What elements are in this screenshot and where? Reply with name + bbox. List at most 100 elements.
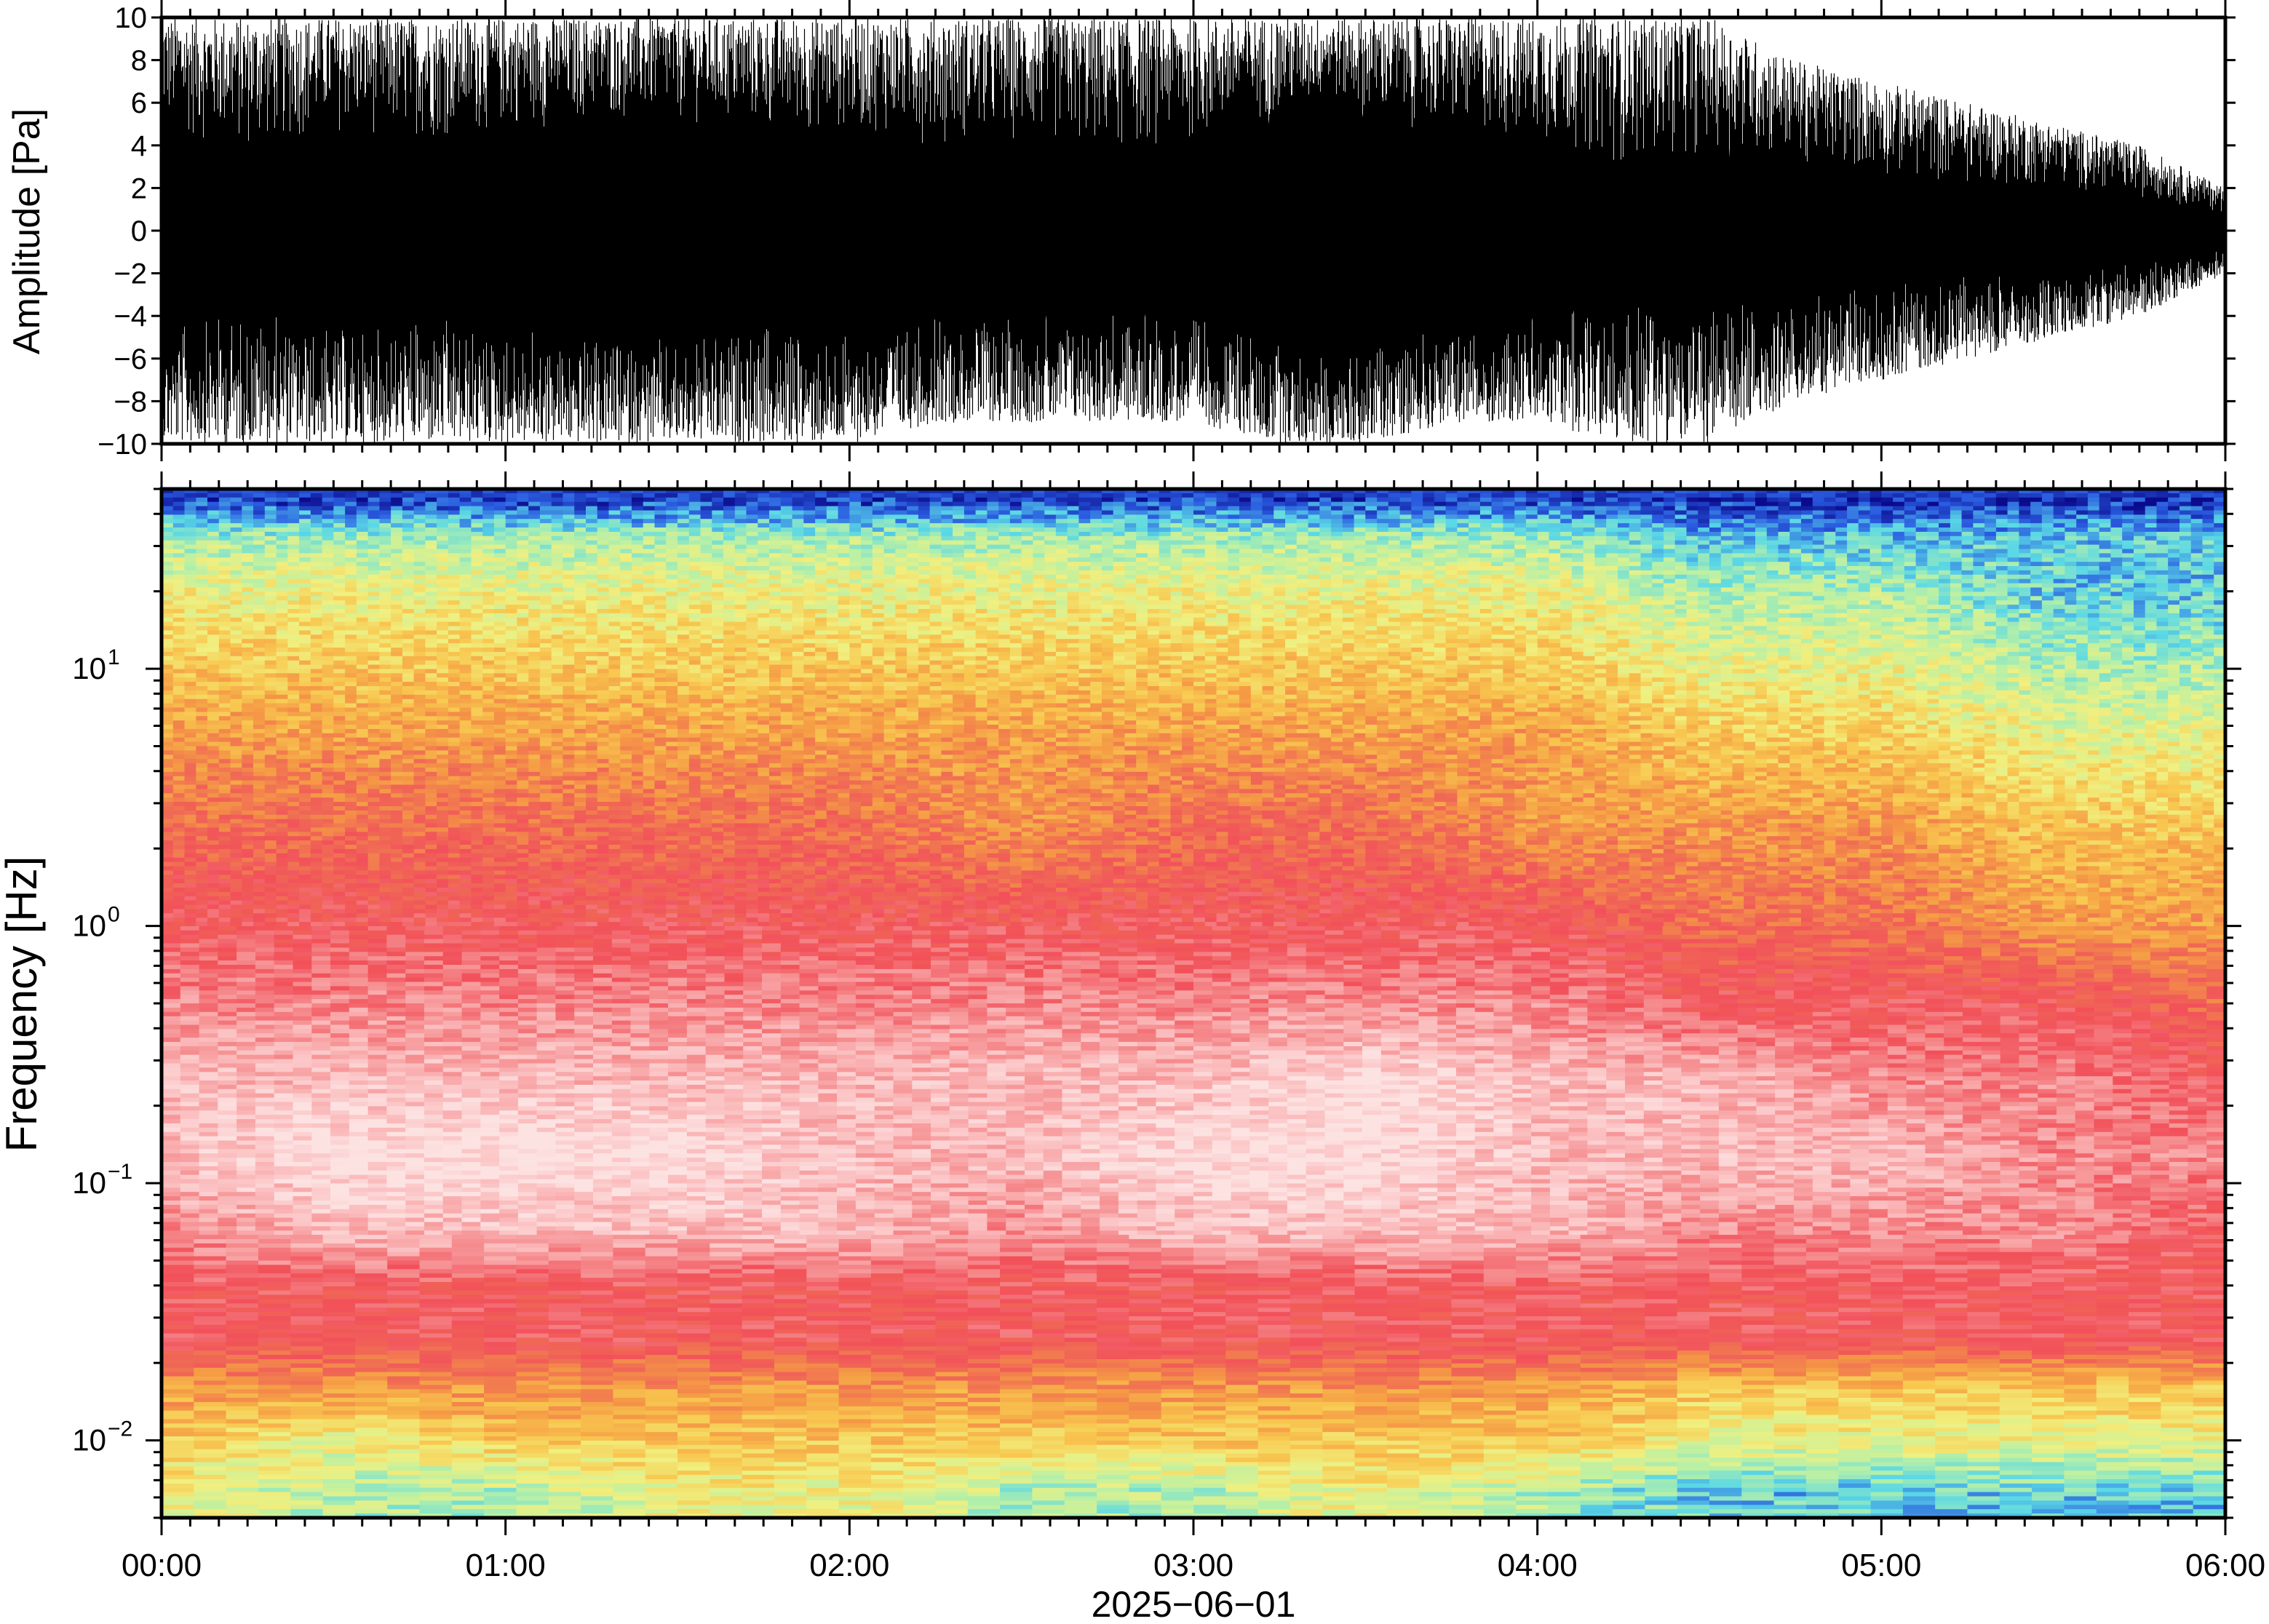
spectrogram-cell (723, 506, 736, 512)
spectrogram-cell (1755, 489, 1768, 494)
spectrogram-cell (1571, 531, 1584, 537)
spectrogram-cell (1984, 523, 1997, 528)
spectrogram-cell (987, 497, 999, 503)
spectrogram-cell (379, 553, 392, 558)
spectrogram-cell (1847, 574, 1859, 580)
spectrogram-cell (1331, 566, 1343, 571)
spectrogram-cell (1090, 557, 1102, 562)
spectrogram-cell (2110, 553, 2123, 558)
spectrogram-cell (493, 510, 506, 515)
spectrogram-cell (861, 510, 873, 515)
spectrogram-cell (1377, 549, 1389, 554)
spectrogram-cell (597, 501, 610, 507)
spectrogram-cell (1904, 570, 1917, 576)
spectrogram-cell (1629, 519, 1642, 524)
spectrogram-cell (1789, 531, 1802, 537)
spectrogram-cell (1847, 570, 1859, 576)
spectrogram-cell (1113, 600, 1126, 605)
spectrogram-cell (654, 596, 667, 601)
spectrogram-cell (838, 514, 850, 520)
spectrogram-cell (253, 553, 266, 558)
spectrogram-cell (987, 536, 999, 541)
spectrogram-cell (1503, 528, 1515, 533)
spectrogram-cell (287, 489, 300, 494)
spectrogram-cell (1778, 549, 1790, 554)
spectrogram-cell (2110, 549, 2123, 554)
spectrogram-cell (1479, 497, 1493, 503)
spectrogram-cell (2202, 493, 2214, 498)
spectrogram-cell (162, 501, 174, 507)
spectrogram-cell (1445, 566, 1458, 571)
spectrogram-cell (1423, 536, 1435, 541)
spectrogram-cell (1995, 514, 2008, 520)
spectrogram-cell (196, 578, 208, 584)
spectrogram-cell (620, 506, 632, 512)
spectrogram-cell (1399, 557, 1412, 562)
spectrogram-cell (758, 536, 770, 541)
spectrogram-cell (1228, 510, 1240, 515)
spectrogram-cell (471, 587, 483, 592)
spectrogram-cell (1835, 540, 1848, 546)
spectrogram-cell (1055, 497, 1068, 503)
spectrogram-cell (688, 562, 702, 567)
spectrogram-cell (1744, 489, 1756, 494)
spectrogram-cell (1618, 562, 1630, 567)
spectrogram-cell (1423, 562, 1435, 567)
spectrogram-cell (953, 583, 965, 589)
spectrogram-cell (1055, 562, 1068, 567)
spectrogram-cell (391, 531, 403, 537)
spectrogram-cell (1503, 553, 1515, 558)
spectrogram-cell (2019, 566, 2031, 571)
spectrogram-cell (1124, 514, 1137, 520)
spectrogram-cell (1423, 557, 1435, 562)
spectrogram-cell (299, 583, 311, 589)
spectrogram-cell (1618, 489, 1630, 494)
spectrogram-cell (1457, 592, 1469, 597)
spectrogram-cell (172, 531, 186, 537)
spectrogram-cell (1193, 536, 1206, 541)
spectrogram-cell (1720, 557, 1733, 562)
spectrogram-cell (563, 570, 575, 576)
spectrogram-cell (1296, 592, 1309, 597)
spectrogram-cell (287, 514, 300, 520)
spectrogram-cell (2076, 510, 2089, 515)
spectrogram-cell (356, 510, 369, 515)
spectrogram-cell (1652, 540, 1664, 546)
spectrogram-cell (1078, 596, 1091, 601)
spectrogram-cell (517, 540, 529, 546)
spectrogram-cell (1847, 501, 1859, 507)
spectrogram-cell (528, 566, 541, 571)
spectrogram-cell (929, 497, 942, 503)
spectrogram-cell (1858, 536, 1871, 541)
spectrogram-cell (2007, 566, 2019, 571)
spectrogram-cell (448, 587, 461, 592)
spectrogram-cell (1732, 570, 1744, 576)
spectrogram-cell (895, 557, 907, 562)
spectrogram-cell (643, 501, 656, 507)
spectrogram-cell (1915, 574, 1928, 580)
spectrogram-cell (1078, 489, 1091, 494)
spectrogram-cell (1113, 578, 1126, 584)
spectrogram-cell (563, 544, 575, 550)
spectrogram-cell (1824, 489, 1836, 494)
spectrogram-cell (1377, 528, 1389, 533)
spectrogram-cell (849, 574, 862, 580)
spectrogram-cell (1262, 583, 1274, 589)
spectrogram-cell (333, 553, 346, 558)
spectrogram-cell (1961, 592, 1974, 597)
spectrogram-cell (1744, 536, 1756, 541)
spectrogram-cell (1789, 596, 1802, 601)
spectrogram-cell (162, 600, 174, 605)
spectrogram-cell (1078, 587, 1091, 592)
spectrogram-cell (1250, 566, 1263, 571)
spectrogram-cell (1698, 493, 1710, 498)
spectrogram-cell (883, 600, 896, 605)
spectrogram-cell (1228, 549, 1240, 554)
spectrogram-cell (586, 587, 598, 592)
spectrogram-cell (528, 497, 541, 503)
spectrogram-cell (1457, 544, 1469, 550)
spectrogram-cell (1858, 510, 1871, 515)
spectrogram-cell (299, 596, 311, 601)
spectrogram-cell (264, 596, 277, 601)
spectrogram-cell (448, 540, 461, 546)
